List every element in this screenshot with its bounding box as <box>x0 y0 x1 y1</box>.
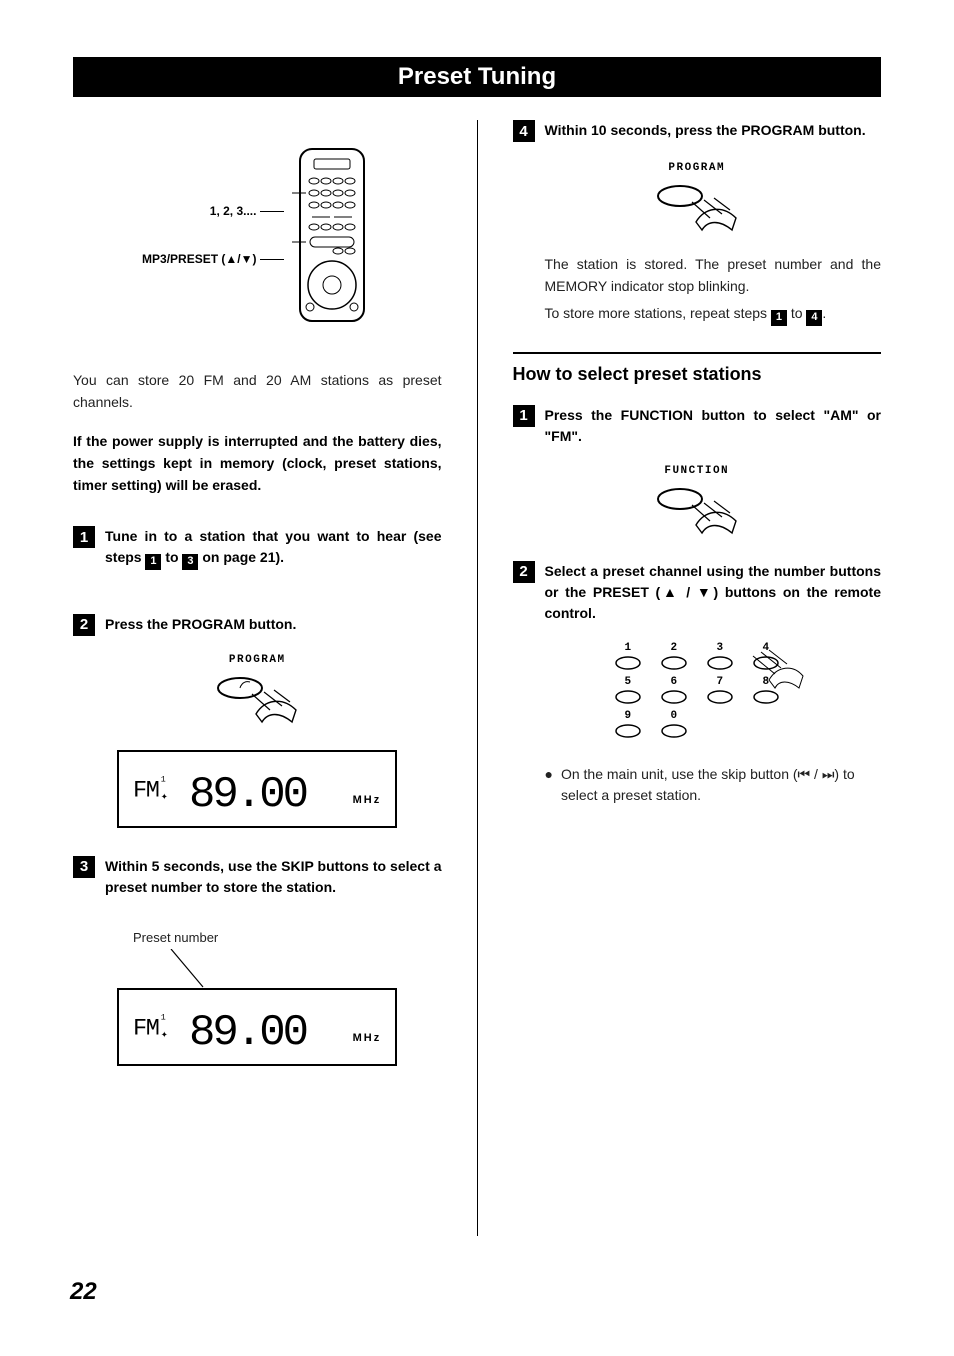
numkey-7-label: 7 <box>716 676 723 688</box>
left-column: 1, 2, 3.... MP3/PRESET (▲/▼) <box>73 120 442 1236</box>
page-title: Preset Tuning <box>398 63 556 91</box>
warning-text: If the power supply is interrupted and t… <box>73 431 442 496</box>
lcd-unit-2: MHz <box>353 1032 382 1044</box>
step-1-text: Tune in to a station that you want to he… <box>105 526 442 570</box>
section-divider <box>513 352 882 354</box>
sec2-step-1-num: 1 <box>513 405 535 427</box>
page-title-bar: Preset Tuning <box>73 57 881 97</box>
remote-label-123: 1, 2, 3.... <box>210 204 257 218</box>
right-column: 4 Within 10 seconds, press the PROGRAM b… <box>513 120 882 1236</box>
sec2-step-2: 2 Select a preset channel using the numb… <box>513 561 882 624</box>
press-button-icon <box>652 178 742 234</box>
svg-text:1: 1 <box>161 775 166 784</box>
numkey-1-label: 1 <box>624 642 631 654</box>
step-3-text: Within 5 seconds, use the SKIP buttons t… <box>105 856 442 898</box>
bullet-icon: ● <box>545 764 553 806</box>
lcd-freq-1: 89.00 MHz <box>189 764 382 814</box>
program-label: PROGRAM <box>229 654 286 666</box>
numkey-0-label: 0 <box>670 710 677 722</box>
remote-figure: 1, 2, 3.... MP3/PRESET (▲/▼) <box>73 140 442 330</box>
content-columns: 1, 2, 3.... MP3/PRESET (▲/▼) <box>73 120 881 1236</box>
step-4: 4 Within 10 seconds, press the PROGRAM b… <box>513 120 882 142</box>
program-button-illus-1: PROGRAM <box>73 654 442 726</box>
bullet-text: On the main unit, use the skip button (⏮… <box>561 764 881 806</box>
svg-text:FM: FM <box>133 778 159 805</box>
svg-text:✦: ✦ <box>161 1031 168 1040</box>
step-2-text: Press the PROGRAM button. <box>105 614 442 635</box>
step-3: 3 Within 5 seconds, use the SKIP buttons… <box>73 856 442 898</box>
lcd-display-1: FM 1 ✦ 89.00 MHz <box>117 750 397 828</box>
press-button-icon <box>652 481 742 537</box>
remote-callout-labels: 1, 2, 3.... MP3/PRESET (▲/▼) <box>142 204 284 266</box>
step-1: 1 Tune in to a station that you want to … <box>73 526 442 570</box>
remote-icon <box>292 145 372 325</box>
lcd-freq-2: 89.00 MHz <box>189 1002 382 1052</box>
step-4-text: Within 10 seconds, press the PROGRAM but… <box>545 120 882 141</box>
step-3-num: 3 <box>73 856 95 878</box>
intro-text: You can store 20 FM and 20 AM stations a… <box>73 370 442 413</box>
sec2-step-2-text: Select a preset channel using the number… <box>545 561 882 624</box>
section-heading: How to select preset stations <box>513 364 882 385</box>
program-button-illus-2: PROGRAM <box>513 162 882 234</box>
column-divider <box>477 120 478 1236</box>
page-number: 22 <box>70 1278 97 1306</box>
press-button-icon <box>212 670 302 726</box>
svg-text:89.00: 89.00 <box>189 770 307 814</box>
program-label-2: PROGRAM <box>668 162 725 174</box>
step-4-note-2: To store more stations, repeat steps 1 t… <box>545 303 882 326</box>
sec2-step-1-text: Press the FUNCTION button to select "AM"… <box>545 405 882 447</box>
numkey-5-label: 5 <box>624 676 631 688</box>
function-button-illus: FUNCTION <box>513 465 882 537</box>
lcd-unit-1: MHz <box>353 794 382 806</box>
sec2-step-2-num: 2 <box>513 561 535 583</box>
bullet-note: ● On the main unit, use the skip button … <box>545 764 882 806</box>
step-1-num: 1 <box>73 526 95 548</box>
numkey-2-label: 2 <box>670 642 677 654</box>
inline-box-3: 3 <box>182 554 198 570</box>
inline-box-1: 1 <box>145 554 161 570</box>
step-2: 2 Press the PROGRAM button. <box>73 614 442 636</box>
lcd-fm-icon-2: FM 1 ✦ <box>133 1002 170 1052</box>
numkey-3-label: 3 <box>716 642 723 654</box>
svg-text:1: 1 <box>161 1013 166 1022</box>
preset-caption: Preset number <box>133 930 442 945</box>
sec2-step-1: 1 Press the FUNCTION button to select "A… <box>513 405 882 447</box>
remote-label-preset: MP3/PRESET (▲/▼) <box>142 252 256 266</box>
step-4-note-1: The station is stored. The preset number… <box>545 254 882 297</box>
svg-text:FM: FM <box>133 1016 159 1043</box>
numkey-9-label: 9 <box>624 710 631 722</box>
numkey-6-label: 6 <box>670 676 677 688</box>
pointer-line-icon <box>133 949 253 989</box>
svg-text:89.00: 89.00 <box>189 1008 307 1052</box>
step-2-num: 2 <box>73 614 95 636</box>
inline-box-4: 4 <box>806 310 822 326</box>
press-hand-icon <box>747 646 807 696</box>
function-label: FUNCTION <box>664 465 729 477</box>
lcd-fm-icon: FM 1 ✦ <box>133 764 170 814</box>
lcd-display-2: FM 1 ✦ 89.00 MHz <box>117 988 397 1066</box>
svg-text:✦: ✦ <box>161 793 168 802</box>
inline-box-1b: 1 <box>771 310 787 326</box>
numpad-illus: 1 2 3 4 5 6 7 8 9 0 <box>513 642 882 738</box>
step-4-num: 4 <box>513 120 535 142</box>
